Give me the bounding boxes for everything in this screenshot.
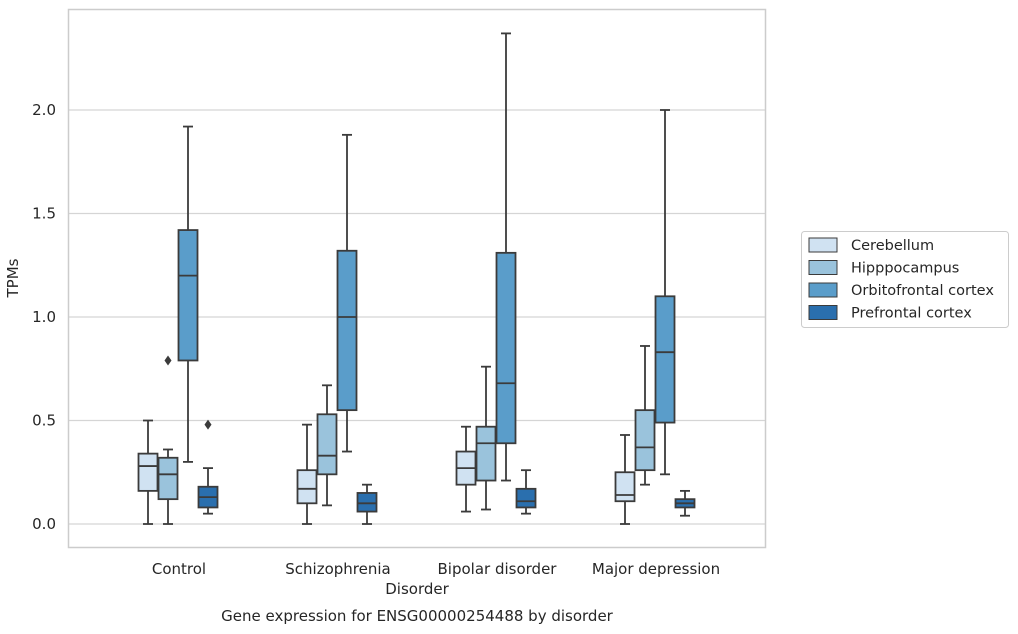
box-group (296, 133, 378, 525)
box (356, 492, 378, 513)
x-axis-ticks: Control Schizophrenia Bipolar disorder Majo… (152, 560, 720, 578)
plot-frame (67, 8, 767, 549)
chart-caption: Gene expression for ENSG00000254488 by d… (221, 607, 614, 625)
x-axis-title: Disorder (385, 580, 449, 598)
y-axis-title: TPMs (4, 258, 22, 298)
x-tick-label: Bipolar disorder (438, 560, 558, 578)
box (475, 425, 497, 482)
x-tick-label: Schizophrenia (285, 560, 390, 578)
x-tick-label: Control (152, 560, 206, 578)
y-axis-ticks: 0.0 0.5 1.0 1.5 2.0 (32, 101, 56, 533)
box (177, 229, 199, 362)
legend-label: Hipppocampus (851, 261, 959, 277)
y-tick-label: 0.0 (32, 515, 56, 533)
legend-label: Cerebellum (851, 238, 934, 254)
box (634, 409, 656, 472)
x-tick-label: Major depression (592, 560, 720, 578)
y-tick-label: 1.0 (32, 308, 56, 326)
box-group (455, 32, 537, 515)
box (654, 295, 676, 424)
box (296, 469, 318, 505)
legend-label: Prefrontal cortex (851, 306, 972, 322)
legend-swatch (808, 260, 838, 275)
outlier-point (204, 419, 212, 430)
box (495, 251, 517, 445)
y-tick-label: 2.0 (32, 101, 56, 119)
box (157, 456, 179, 501)
box (614, 471, 636, 503)
box-group (137, 125, 219, 525)
box (336, 249, 358, 412)
box (515, 487, 537, 509)
box (316, 413, 338, 476)
legend-label: Orbitofrontal cortex (851, 283, 994, 299)
legend: Cerebellum Hipppocampus Orbitofrontal cort… (801, 231, 1009, 328)
y-tick-label: 0.5 (32, 412, 56, 430)
legend-swatch (808, 305, 838, 320)
y-tick-label: 1.5 (32, 205, 56, 223)
legend-frame (801, 231, 1009, 328)
legend-swatch (808, 282, 838, 298)
box (137, 452, 159, 492)
outlier-point (164, 355, 172, 366)
legend-swatch (808, 237, 838, 253)
box-groups (137, 32, 696, 525)
box-group (614, 109, 696, 525)
